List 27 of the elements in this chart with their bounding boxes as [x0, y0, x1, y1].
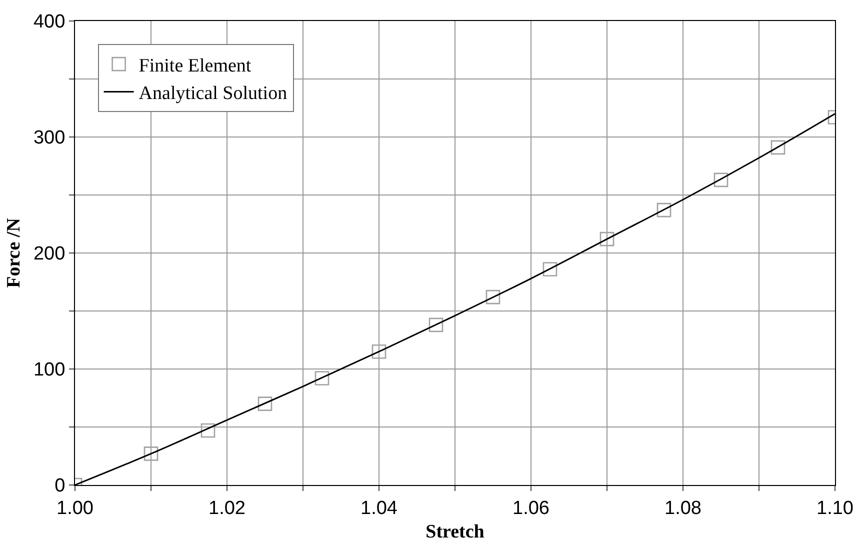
y-axis-title: Force /N — [3, 218, 24, 288]
y-tick-label: 200 — [33, 244, 66, 265]
y-tick-label: 400 — [33, 12, 66, 33]
y-tick-label: 0 — [54, 476, 66, 497]
point — [486, 290, 500, 304]
point — [542, 262, 558, 276]
x-axis-title: Stretch — [426, 522, 485, 543]
legend-label: Analytical Solution — [138, 83, 288, 104]
x-tick-label: 1.10 — [816, 498, 854, 519]
point — [314, 371, 330, 386]
y-tick-label: 300 — [33, 128, 66, 149]
point — [200, 423, 216, 438]
point — [600, 232, 614, 246]
x-tick-label: 1.04 — [360, 498, 398, 519]
x-tick-label: 1.06 — [512, 498, 550, 519]
x-tick-label: 1.00 — [56, 498, 94, 519]
point — [144, 446, 158, 461]
point — [428, 318, 444, 332]
legend-label: Finite Element — [138, 55, 252, 76]
x-tick-label: 1.08 — [664, 498, 702, 519]
x-tick-label: 1.02 — [208, 498, 246, 519]
point — [258, 396, 272, 411]
point — [372, 344, 386, 359]
point — [656, 202, 672, 218]
point — [770, 140, 786, 155]
point — [714, 172, 728, 188]
y-tick-label: 100 — [33, 360, 66, 381]
